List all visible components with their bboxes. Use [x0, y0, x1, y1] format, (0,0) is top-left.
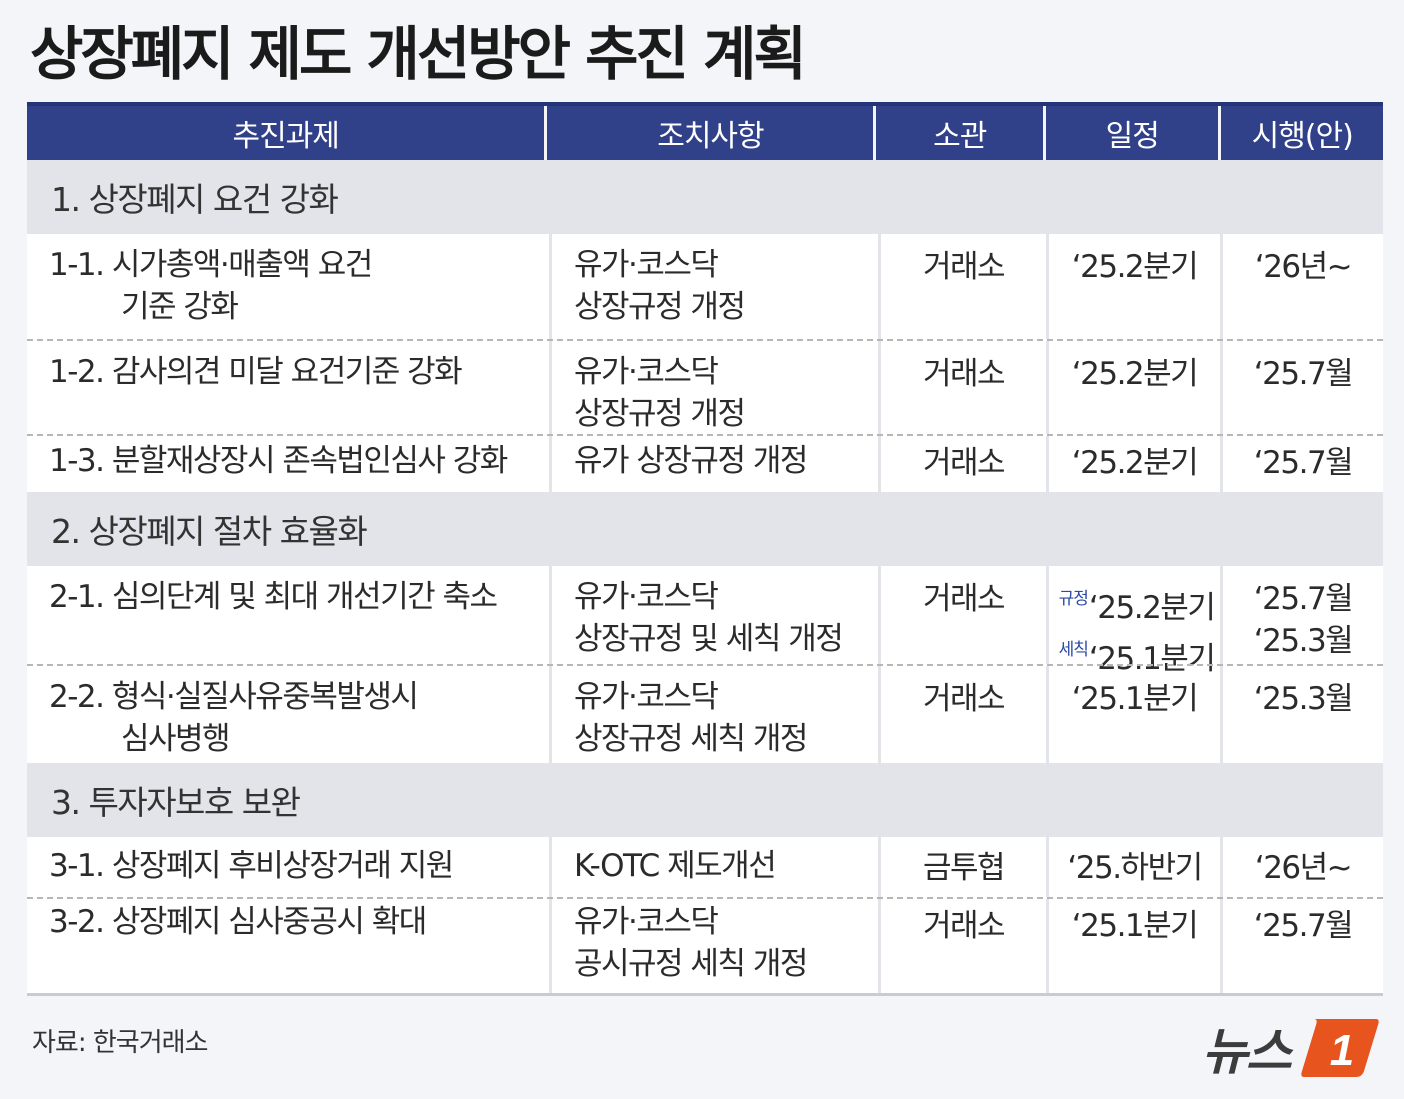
table-row: 2-2. 형식·실질사유중복발생시 심사병행 유가·코스닥 상장규정 세칙 개정…: [27, 664, 1383, 763]
task-text: 1-2. 감사의견 미달 요건기준 강화: [49, 354, 463, 390]
task-text: 2-2. 형식·실질사유중복발생시: [49, 679, 419, 715]
section-title: 1. 상장폐지 요건 강화: [27, 160, 1383, 234]
action-cell: 유가·코스닥 공시규정 세칙 개정: [549, 899, 878, 993]
logo-text: 뉴스: [1202, 1023, 1292, 1081]
effective-cell: ‘25.7월: [1220, 899, 1383, 993]
action-text: 상장규정 개정: [574, 396, 746, 432]
action-text: 상장규정 개정: [574, 289, 746, 325]
owner-cell: 거래소: [878, 899, 1046, 993]
action-text: 유가 상장규정 개정: [574, 443, 808, 479]
action-cell: 유가·코스닥 상장규정 및 세칙 개정: [549, 566, 878, 664]
task-text: 2-1. 심의단계 및 최대 개선기간 축소: [49, 579, 498, 615]
action-text: 상장규정 세칙 개정: [574, 721, 808, 757]
schedule-cell: ‘25.2분기: [1046, 436, 1220, 492]
effective-cell: ‘25.7월 ‘25.3월: [1220, 566, 1383, 664]
schedule-text: ‘25.1분기: [1088, 641, 1216, 677]
schedule-cell: ‘25.2분기: [1046, 341, 1220, 434]
schedule-cell: 규정‘25.2분기 세칙‘25.1분기: [1046, 566, 1220, 677]
table-row: 1-2. 감사의견 미달 요건기준 강화 유가·코스닥 상장규정 개정 거래소 …: [27, 339, 1383, 434]
news1-logo: 뉴스 1: [1202, 1008, 1380, 1088]
action-cell: 유가·코스닥 상장규정 개정: [549, 234, 878, 339]
action-text: 유가·코스닥: [574, 904, 719, 940]
effective-text: ‘25.7월: [1253, 581, 1354, 617]
effective-cell: ‘25.7월: [1220, 341, 1383, 434]
owner-cell: 거래소: [878, 666, 1046, 763]
task-cell: 2-2. 형식·실질사유중복발생시 심사병행: [27, 666, 549, 763]
section-body: 1-1. 시가총액·매출액 요건 기준 강화 유가·코스닥 상장규정 개정 거래…: [27, 234, 1383, 492]
action-cell: 유가·코스닥 상장규정 개정: [549, 341, 878, 434]
section-title: 3. 투자자보호 보완: [27, 763, 1383, 837]
bylaw-tag: 세칙: [1058, 640, 1089, 660]
action-cell: 유가 상장규정 개정: [549, 436, 878, 492]
task-cell: 2-1. 심의단계 및 최대 개선기간 축소: [27, 566, 549, 664]
effective-text: ‘25.3월: [1253, 623, 1354, 659]
action-text: K-OTC 제도개선: [574, 848, 777, 884]
header-schedule: 일정: [1042, 106, 1218, 160]
owner-cell: 거래소: [878, 436, 1046, 492]
task-text: 1-1. 시가총액·매출액 요건: [49, 247, 373, 283]
action-text: 유가·코스닥: [574, 679, 719, 715]
owner-cell: 금투협: [878, 837, 1046, 897]
page-title: 상장폐지 제도 개선방안 추진 계획: [30, 20, 807, 88]
effective-cell: ‘26년~: [1220, 234, 1383, 339]
action-text: 유가·코스닥: [574, 354, 719, 390]
schedule-cell: ‘25.하반기: [1046, 837, 1220, 897]
task-cell: 1-1. 시가총액·매출액 요건 기준 강화: [27, 234, 549, 339]
section-body: 3-1. 상장폐지 후비상장거래 지원 K-OTC 제도개선 금투협 ‘25.하…: [27, 837, 1383, 993]
section-body: 2-1. 심의단계 및 최대 개선기간 축소 유가·코스닥 상장규정 및 세칙 …: [27, 566, 1383, 763]
schedule-line: 규정‘25.2분기: [1053, 578, 1220, 629]
table-header: 추진과제 조치사항 소관 일정 시행(안): [27, 102, 1383, 160]
schedule-cell: ‘25.1분기: [1046, 666, 1220, 763]
header-action: 조치사항: [544, 106, 873, 160]
action-text: 상장규정 및 세칙 개정: [574, 621, 844, 657]
task-cell: 3-1. 상장폐지 후비상장거래 지원: [27, 837, 549, 897]
table-bottom-rule: [27, 993, 1383, 996]
source-note: 자료: 한국거래소: [32, 1028, 208, 1058]
effective-cell: ‘26년~: [1220, 837, 1383, 897]
task-text: 3-2. 상장폐지 심사중공시 확대: [49, 904, 427, 940]
action-cell: 유가·코스닥 상장규정 세칙 개정: [549, 666, 878, 763]
task-text: 기준 강화: [121, 289, 239, 325]
header-task: 추진과제: [232, 119, 339, 154]
header-owner: 소관: [873, 106, 1043, 160]
task-cell: 3-2. 상장폐지 심사중공시 확대: [27, 899, 549, 993]
schedule-text: ‘25.2분기: [1088, 590, 1216, 626]
table-row: 1-1. 시가총액·매출액 요건 기준 강화 유가·코스닥 상장규정 개정 거래…: [27, 234, 1383, 339]
task-cell: 1-3. 분할재상장시 존속법인심사 강화: [27, 436, 549, 492]
table-row: 3-2. 상장폐지 심사중공시 확대 유가·코스닥 공시규정 세칙 개정 거래소…: [27, 897, 1383, 993]
task-text: 3-1. 상장폐지 후비상장거래 지원: [49, 848, 454, 884]
table-row: 1-3. 분할재상장시 존속법인심사 강화 유가 상장규정 개정 거래소 ‘25…: [27, 434, 1383, 492]
action-text: 유가·코스닥: [574, 247, 719, 283]
task-cell: 1-2. 감사의견 미달 요건기준 강화: [27, 341, 549, 434]
schedule-cell: ‘25.2분기: [1046, 234, 1220, 339]
owner-cell: 거래소: [878, 566, 1046, 664]
task-text: 심사병행: [121, 721, 231, 757]
header-effective: 시행(안): [1218, 106, 1383, 160]
plan-table: 추진과제 조치사항 소관 일정 시행(안) 1. 상장폐지 요건 강화 1-1.…: [27, 102, 1383, 996]
action-text: 유가·코스닥: [574, 579, 719, 615]
logo-mark-icon: 1: [1301, 1019, 1379, 1077]
rule-tag: 규정: [1058, 589, 1089, 609]
action-cell: K-OTC 제도개선: [549, 837, 878, 897]
effective-cell: ‘25.7월: [1220, 436, 1383, 492]
table-row: 2-1. 심의단계 및 최대 개선기간 축소 유가·코스닥 상장규정 및 세칙 …: [27, 566, 1383, 677]
schedule-cell: ‘25.1분기: [1046, 899, 1220, 993]
table-row: 3-1. 상장폐지 후비상장거래 지원 K-OTC 제도개선 금투협 ‘25.하…: [27, 837, 1383, 897]
schedule-line: 세칙‘25.1분기: [1053, 629, 1220, 680]
section-title: 2. 상장폐지 절차 효율화: [27, 492, 1383, 566]
task-text: 1-3. 분할재상장시 존속법인심사 강화: [49, 443, 508, 479]
owner-cell: 거래소: [878, 341, 1046, 434]
action-text: 공시규정 세칙 개정: [574, 946, 808, 982]
owner-cell: 거래소: [878, 234, 1046, 339]
logo-mark-text: 1: [1330, 1026, 1354, 1075]
effective-cell: ‘25.3월: [1220, 666, 1383, 763]
